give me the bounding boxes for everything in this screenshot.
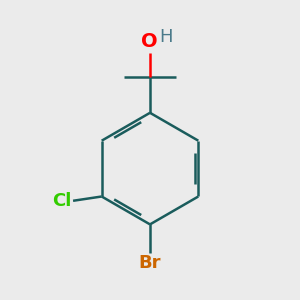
Text: Br: Br [139, 254, 161, 272]
Text: H: H [160, 28, 173, 46]
Text: O: O [141, 32, 158, 51]
Text: Cl: Cl [52, 192, 72, 210]
